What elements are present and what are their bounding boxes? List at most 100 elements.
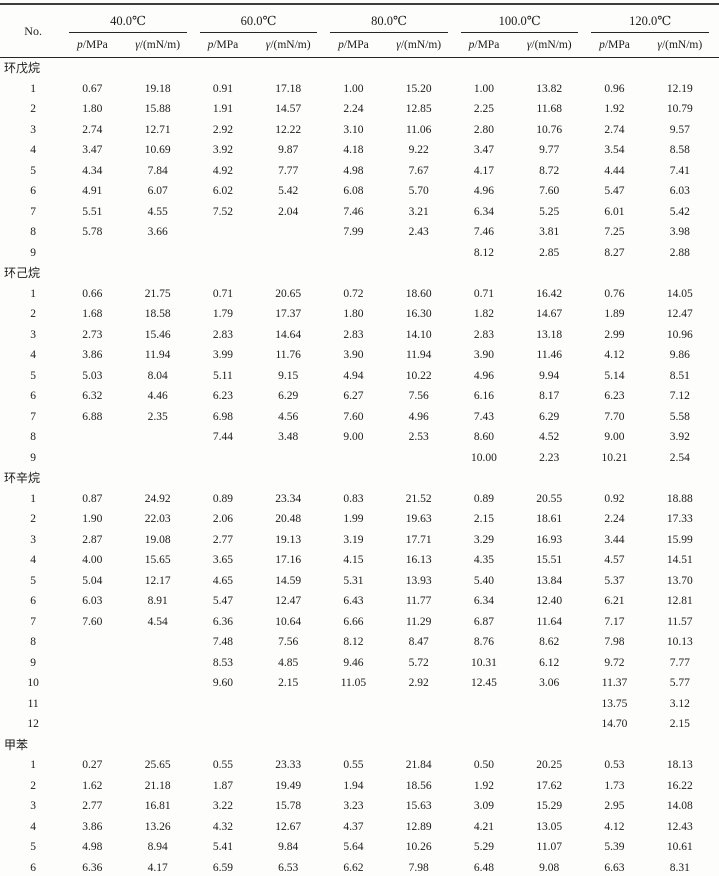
gamma-value: 9.87 (278, 144, 299, 156)
row-number: 3 (30, 328, 36, 341)
pressure-value: 1.62 (82, 779, 103, 792)
data-row: 3 2.73 15.46 2.83 14.64 2.83 14.10 2.83 13.18 2.9… (0, 325, 719, 346)
data-row: 6 6.03 8.91 5.47 12.47 6.43 11.77 6.34 12.40 6.21… (0, 591, 719, 612)
pressure-value: 5.47 (604, 185, 625, 197)
pressure-value (66, 427, 118, 448)
row-number: 6 (30, 595, 36, 607)
data-row: 9 8.12 2.85 8.27 2.88 (0, 243, 719, 264)
pressure-value: 2.06 (212, 513, 233, 525)
gamma-value: 18.58 (144, 308, 171, 320)
pressure-value: 4.12 (604, 349, 625, 361)
gamma-value: 6.12 (539, 656, 560, 669)
row-number: 2 (30, 513, 36, 525)
row-number: 8 (30, 636, 36, 648)
gamma-value: 16.81 (144, 800, 171, 812)
gamma-value: 2.23 (539, 451, 560, 464)
pressure-value: 0.76 (604, 287, 625, 300)
row-number: 11 (27, 697, 39, 710)
pressure-value: 3.44 (604, 533, 625, 546)
pressure-symbol: p (77, 39, 83, 51)
pressure-unit: /MPa (343, 39, 369, 51)
pressure-value: 6.66 (343, 615, 364, 628)
gamma-value: 15.46 (144, 328, 171, 341)
pressure-value: 2.95 (604, 800, 625, 812)
data-row: 7 5.51 4.55 7.52 2.04 7.46 3.21 6.34 5.25 6.01 5.4… (0, 202, 719, 223)
column-header-pressure-1: p/MPa (196, 33, 249, 58)
pressure-value: 6.27 (343, 390, 364, 402)
gamma-value (249, 714, 327, 735)
gamma-value: 11.68 (536, 103, 562, 115)
data-row: 6 6.36 4.17 6.59 6.53 6.62 7.98 6.48 9.08 6.63 8.3… (0, 858, 719, 876)
gamma-value: 3.06 (539, 677, 560, 689)
gamma-value: 11.07 (536, 841, 562, 853)
pressure-value: 5.40 (473, 574, 495, 587)
temp-label-60: 60.0℃ (199, 10, 318, 33)
pressure-value: 6.48 (473, 861, 495, 874)
row-number: 7 (30, 615, 36, 628)
gamma-value: 5.72 (408, 656, 429, 669)
pressure-value: 3.65 (212, 554, 233, 566)
pressure-value: 6.21 (604, 595, 625, 607)
gamma-value: 2.53 (408, 431, 429, 443)
gamma-value: 12.89 (405, 820, 432, 833)
gamma-unit: /(mN/m) (270, 39, 311, 51)
pressure-value: 4.92 (212, 164, 233, 177)
pressure-value: 7.60 (82, 615, 103, 628)
pressure-value: 2.83 (212, 328, 233, 341)
gamma-value: 8.58 (669, 144, 690, 156)
column-header-pressure-0: p/MPa (66, 33, 119, 58)
gamma-value: 12.81 (666, 595, 693, 607)
gamma-value: 9.57 (669, 123, 690, 136)
gamma-value: 6.29 (278, 390, 299, 402)
pressure-value: 1.91 (212, 103, 233, 115)
gamma-value: 19.49 (275, 779, 302, 792)
pressure-value: 5.29 (473, 841, 495, 853)
pressure-value: 9.00 (343, 431, 364, 443)
data-row: 5 5.03 8.04 5.11 9.15 4.94 10.22 4.96 9.94 5.14 8.… (0, 366, 719, 387)
gamma-value: 21.52 (405, 492, 432, 505)
gamma-value: 2.85 (539, 246, 560, 259)
gamma-value: 24.92 (144, 492, 171, 505)
pressure-value: 2.73 (82, 328, 103, 341)
row-number: 7 (30, 410, 36, 423)
pressure-value: 3.47 (82, 144, 103, 156)
pressure-value: 4.35 (473, 554, 495, 566)
pressure-value: 6.36 (212, 615, 233, 628)
gamma-value: 9.77 (539, 144, 560, 156)
pressure-value: 4.34 (82, 164, 103, 177)
pressure-value: 8.76 (473, 636, 495, 648)
pressure-value: 0.67 (82, 82, 103, 95)
gamma-value: 11.94 (405, 349, 432, 361)
data-row: 1 0.66 21.75 0.71 20.65 0.72 18.60 0.71 16.42 0.7… (0, 284, 719, 305)
gamma-value: 21.75 (144, 287, 171, 300)
gamma-value: 10.76 (536, 123, 563, 136)
pressure-value: 1.92 (604, 103, 625, 115)
column-header-gamma-0: γ/(mN/m) (118, 33, 197, 58)
column-header-temp-120: 120.0℃ (588, 4, 719, 33)
gamma-value: 11.94 (144, 349, 171, 361)
pressure-value: 2.99 (604, 328, 625, 341)
compound-group-row: 环戊烷 (0, 58, 719, 79)
gamma-value: 14.05 (666, 287, 693, 300)
data-row: 7 7.60 4.54 6.36 10.64 6.66 11.29 6.87 11.64 7.17… (0, 612, 719, 633)
gamma-value: 8.94 (147, 841, 168, 853)
pressure-value (66, 243, 118, 264)
gamma-value: 10.69 (144, 144, 171, 156)
surface-tension-data-table: No. 40.0℃ 60.0℃ 80.0℃ 100.0℃ 120.0℃ p/MP… (0, 3, 719, 876)
gamma-value: 11.64 (536, 615, 562, 628)
column-header-gamma-4: γ/(mN/m) (640, 33, 719, 58)
pressure-symbol: p (599, 39, 605, 51)
gamma-value: 17.18 (275, 82, 302, 95)
pressure-value: 2.25 (473, 103, 495, 115)
gamma-value: 12.47 (275, 595, 302, 607)
compound-group-label: 环辛烷 (4, 471, 41, 485)
gamma-value: 22.03 (144, 513, 171, 525)
data-row: 11 13.75 3.12 (0, 694, 719, 715)
gamma-value: 8.47 (408, 636, 429, 648)
gamma-value: 16.30 (405, 308, 432, 320)
gamma-value: 6.07 (147, 185, 168, 197)
pressure-value: 8.60 (473, 431, 495, 443)
pressure-value: 6.62 (343, 861, 364, 874)
data-row: 6 4.91 6.07 6.02 5.42 6.08 5.70 4.96 7.60 5.47 6.0… (0, 181, 719, 202)
